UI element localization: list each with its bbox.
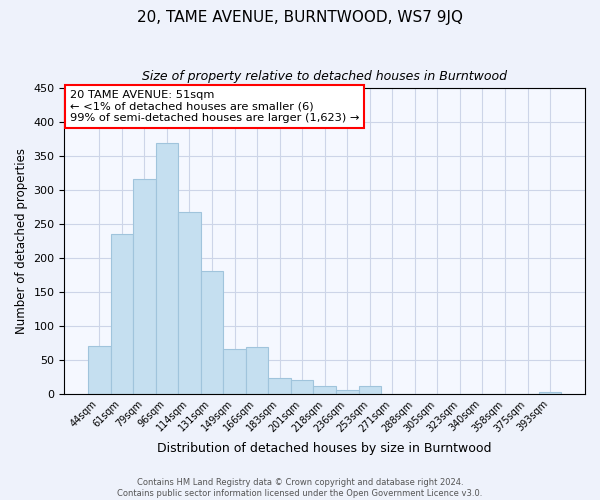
Text: Contains HM Land Registry data © Crown copyright and database right 2024.
Contai: Contains HM Land Registry data © Crown c…: [118, 478, 482, 498]
Bar: [359, 386, 381, 394]
Bar: [133, 178, 155, 394]
Bar: [201, 271, 223, 394]
Bar: [336, 390, 359, 394]
Bar: [291, 380, 313, 394]
Bar: [110, 234, 133, 394]
X-axis label: Distribution of detached houses by size in Burntwood: Distribution of detached houses by size …: [157, 442, 492, 455]
Bar: [313, 386, 336, 394]
Bar: [155, 142, 178, 394]
Bar: [178, 212, 201, 394]
Bar: [539, 392, 562, 394]
Bar: [246, 347, 268, 394]
Title: Size of property relative to detached houses in Burntwood: Size of property relative to detached ho…: [142, 70, 507, 83]
Text: 20 TAME AVENUE: 51sqm
← <1% of detached houses are smaller (6)
99% of semi-detac: 20 TAME AVENUE: 51sqm ← <1% of detached …: [70, 90, 359, 123]
Y-axis label: Number of detached properties: Number of detached properties: [15, 148, 28, 334]
Bar: [268, 378, 291, 394]
Bar: [88, 346, 110, 394]
Text: 20, TAME AVENUE, BURNTWOOD, WS7 9JQ: 20, TAME AVENUE, BURNTWOOD, WS7 9JQ: [137, 10, 463, 25]
Bar: [223, 349, 246, 394]
